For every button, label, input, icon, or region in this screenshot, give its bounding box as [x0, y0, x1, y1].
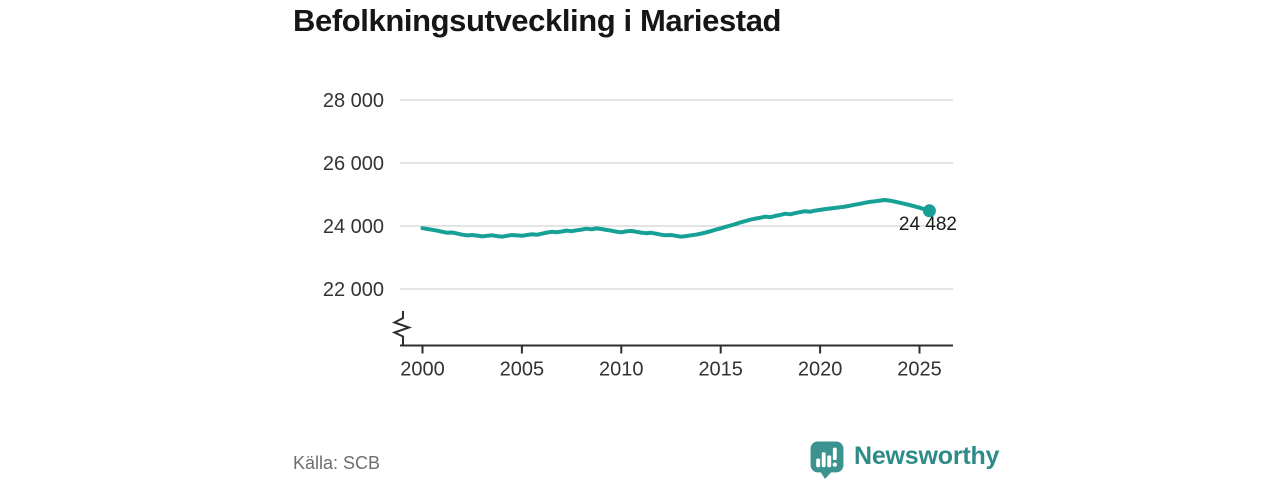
source-label: Källa: SCB: [293, 453, 381, 473]
y-tick-label: 26 000: [323, 153, 384, 175]
x-tick-label: 2010: [599, 359, 644, 381]
last-point-dot: [922, 204, 936, 218]
newsworthy-logo: Newsworthy: [810, 441, 999, 479]
population-line: [420, 198, 932, 239]
x-tick-label: 2005: [500, 359, 545, 381]
axis-break-squiggle: [391, 311, 413, 346]
last-value-label: 24 482: [899, 214, 957, 235]
y-tick-label: 24 000: [323, 216, 384, 238]
x-tick-label: 2000: [400, 359, 445, 381]
newsworthy-wordmark: Newsworthy: [854, 442, 1000, 470]
x-tick-label: 2020: [798, 359, 843, 381]
chart-title: Befolkningsutveckling i Mariestad: [293, 3, 782, 38]
y-tick-label: 22 000: [323, 279, 384, 301]
x-tick-label: 2025: [897, 359, 942, 381]
x-tick-label: 2015: [698, 359, 743, 381]
y-tick-label: 28 000: [323, 90, 384, 112]
newsworthy-icon: [810, 441, 844, 479]
